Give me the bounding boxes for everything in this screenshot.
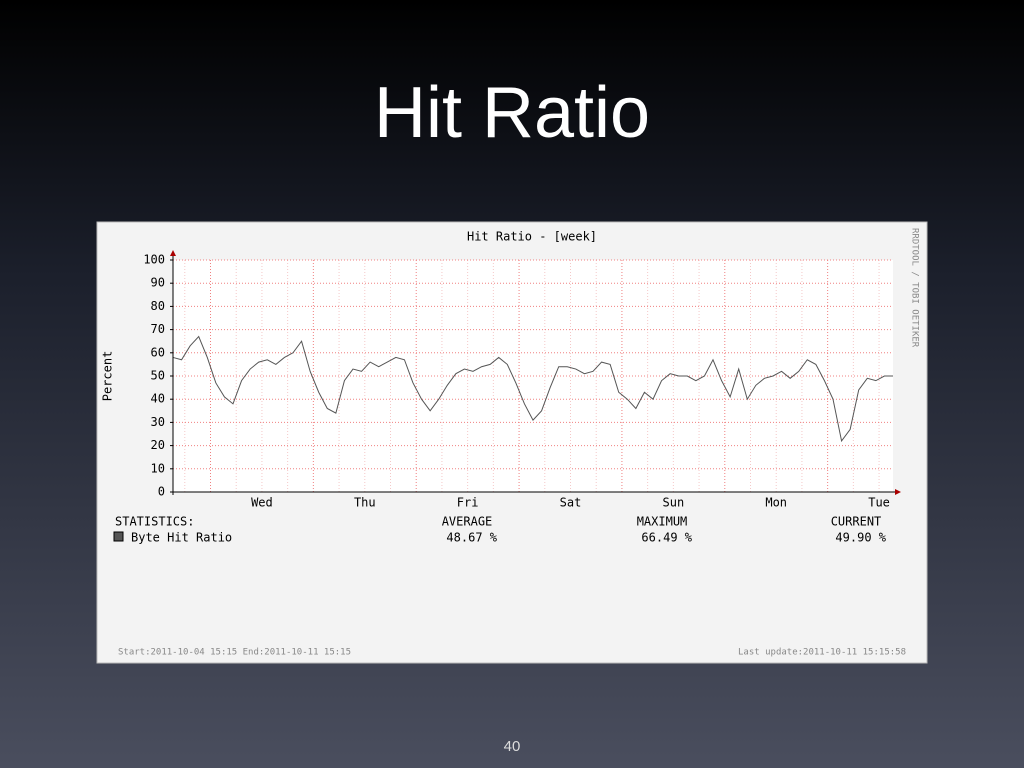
x-tick-label: Sun bbox=[663, 496, 685, 510]
legend-swatch bbox=[113, 531, 124, 542]
stats-column-header: CURRENT bbox=[831, 515, 882, 529]
y-tick-label: 100 bbox=[143, 253, 165, 267]
data-line bbox=[172, 335, 893, 443]
stats-value: 48.67 % bbox=[446, 531, 497, 545]
x-tick-label: Fri bbox=[457, 496, 479, 510]
y-tick-label: 20 bbox=[151, 438, 165, 452]
y-tick-label: 70 bbox=[151, 322, 165, 336]
stats-column-header: MAXIMUM bbox=[637, 515, 688, 529]
footer-update: Last update:2011-10-11 15:15:58 bbox=[738, 648, 906, 658]
stats-column-header: AVERAGE bbox=[442, 515, 493, 529]
x-tick-label: Sat bbox=[560, 496, 582, 510]
y-axis-label: Percent bbox=[101, 351, 115, 402]
footer-start: Start:2011-10-04 15:15 End:2011-10-11 15… bbox=[118, 648, 351, 658]
y-tick-label: 0 bbox=[158, 485, 165, 499]
stats-value: 49.90 % bbox=[835, 531, 886, 545]
y-tick-label: 80 bbox=[151, 299, 165, 313]
y-tick-label: 10 bbox=[151, 461, 165, 475]
legend-entry: Byte Hit Ratio bbox=[131, 531, 232, 545]
y-tick-label: 90 bbox=[151, 276, 165, 290]
x-tick-label: Tue bbox=[868, 496, 890, 510]
x-tick-label: Thu bbox=[354, 496, 376, 510]
y-tick-label: 60 bbox=[151, 345, 165, 359]
y-tick-label: 40 bbox=[151, 392, 165, 406]
y-tick-label: 30 bbox=[151, 415, 165, 429]
stats-value: 66.49 % bbox=[641, 531, 692, 545]
stats-header: STATISTICS: bbox=[115, 515, 194, 529]
slide-title: Hit Ratio bbox=[374, 73, 650, 153]
y-tick-label: 50 bbox=[151, 369, 165, 383]
marks bbox=[172, 335, 893, 443]
x-axis-arrow bbox=[895, 489, 901, 495]
y-axis-arrow bbox=[170, 250, 176, 256]
x-tick-label: Mon bbox=[765, 496, 787, 510]
page-number: 40 bbox=[504, 738, 521, 755]
x-tick-label: Wed bbox=[251, 496, 273, 510]
watermark: RRDTOOL / TOBI OETIKER bbox=[910, 228, 920, 348]
chart-title: Hit Ratio - [week] bbox=[467, 230, 597, 244]
